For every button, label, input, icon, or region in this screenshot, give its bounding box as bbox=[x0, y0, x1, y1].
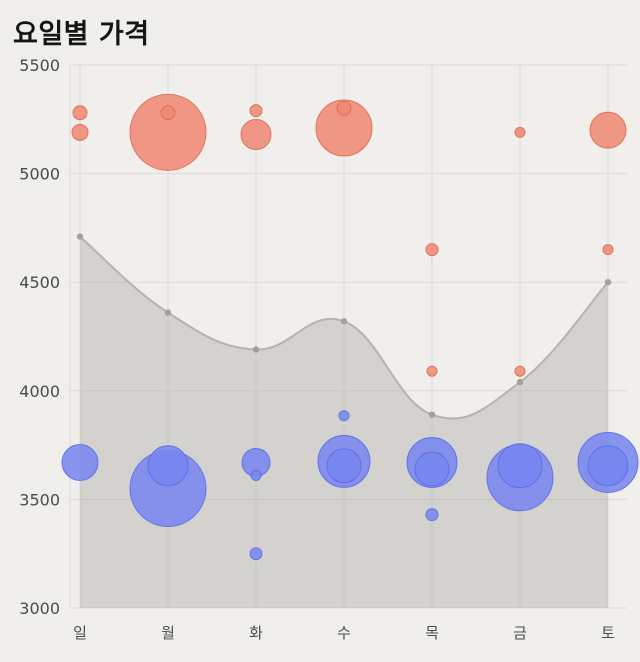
low-price-bubble[interactable] bbox=[414, 451, 450, 487]
x-axis-tick: 월 bbox=[161, 624, 175, 642]
y-axis-tick: 3500 bbox=[19, 490, 60, 509]
y-axis-tick: 5000 bbox=[19, 165, 60, 184]
x-axis-tick: 토 bbox=[601, 624, 615, 642]
high-price-bubble[interactable] bbox=[160, 105, 176, 121]
high-price-bubble[interactable] bbox=[72, 105, 88, 121]
low-price-bubble[interactable] bbox=[249, 547, 263, 561]
y-axis-tick: 4000 bbox=[19, 382, 60, 401]
low-price-bubble[interactable] bbox=[147, 445, 189, 487]
low-price-bubble[interactable] bbox=[326, 448, 362, 484]
x-axis-tick: 일 bbox=[73, 624, 87, 642]
low-price-bubble[interactable] bbox=[338, 410, 350, 422]
high-price-bubble[interactable] bbox=[514, 126, 526, 138]
low-price-bubble[interactable] bbox=[425, 508, 439, 522]
high-price-bubble[interactable] bbox=[129, 93, 207, 171]
high-price-bubble[interactable] bbox=[71, 123, 89, 141]
x-axis-tick: 화 bbox=[249, 624, 263, 642]
high-price-bubble[interactable] bbox=[425, 243, 439, 257]
line-marker bbox=[428, 411, 436, 418]
high-price-bubble[interactable] bbox=[426, 365, 438, 377]
high-price-bubble[interactable] bbox=[240, 119, 272, 151]
line-marker bbox=[252, 346, 260, 353]
line-marker bbox=[604, 279, 612, 286]
high-price-bubble[interactable] bbox=[589, 111, 627, 149]
high-price-bubble[interactable] bbox=[249, 104, 263, 118]
high-price-bubble[interactable] bbox=[336, 100, 352, 116]
low-price-bubble[interactable] bbox=[587, 445, 629, 487]
x-axis-tick: 금 bbox=[513, 624, 527, 642]
low-price-bubble[interactable] bbox=[497, 443, 543, 489]
area-fill bbox=[80, 236, 608, 608]
line-marker bbox=[164, 309, 172, 316]
high-price-bubble[interactable] bbox=[514, 365, 526, 377]
line-marker bbox=[516, 378, 524, 386]
low-price-bubble[interactable] bbox=[250, 470, 262, 482]
high-price-bubble[interactable] bbox=[315, 99, 373, 157]
line-marker bbox=[340, 318, 348, 325]
y-axis-tick: 5500 bbox=[19, 56, 60, 75]
chart-title: 요일별 가격 bbox=[13, 19, 150, 50]
x-axis-tick: 목 bbox=[425, 624, 439, 642]
x-axis-tick: 수 bbox=[337, 624, 351, 642]
high-price-bubble[interactable] bbox=[602, 244, 614, 256]
y-axis-tick: 3000 bbox=[19, 599, 60, 618]
grid-lines bbox=[69, 64, 627, 609]
y-axis-tick: 4500 bbox=[19, 273, 60, 292]
line-marker bbox=[76, 233, 84, 240]
low-price-bubble[interactable] bbox=[61, 443, 99, 481]
